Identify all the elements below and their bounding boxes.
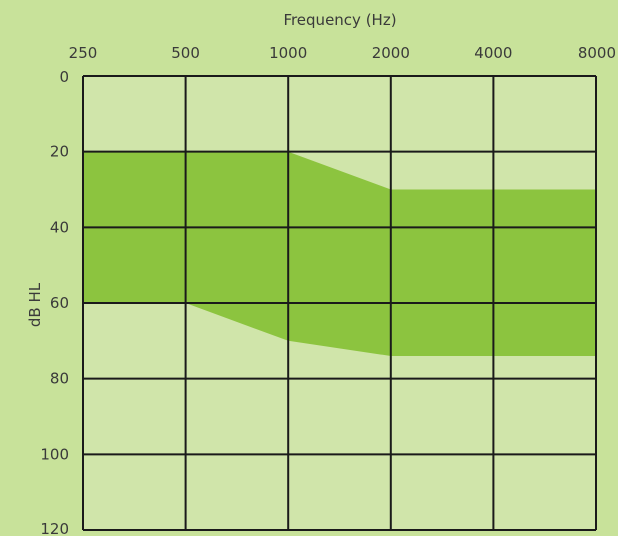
x-tick-label-4000: 4000	[474, 44, 512, 62]
y-tick-label-20: 20	[50, 143, 69, 161]
y-tick-label-60: 60	[50, 294, 69, 312]
x-tick-label-8000: 8000	[578, 44, 616, 62]
y-axis-title: dB HL	[26, 282, 44, 327]
y-tick-label-120: 120	[40, 520, 69, 536]
y-tick-label-0: 0	[59, 68, 69, 86]
y-tick-label-40: 40	[50, 218, 69, 236]
x-tick-label-2000: 2000	[372, 44, 410, 62]
x-tick-labels: 250 500 1000 2000 4000 8000	[69, 44, 616, 62]
x-axis-title: Frequency (Hz)	[283, 11, 396, 29]
hearing-band-area	[83, 151, 596, 356]
grid-lines	[82, 75, 597, 531]
x-tick-label-250: 250	[69, 44, 98, 62]
x-tick-label-1000: 1000	[269, 44, 307, 62]
y-tick-label-100: 100	[40, 445, 69, 463]
y-tick-label-80: 80	[50, 370, 69, 388]
y-tick-labels: 0 20 40 60 80 100 120	[40, 68, 69, 536]
x-tick-label-500: 500	[171, 44, 200, 62]
